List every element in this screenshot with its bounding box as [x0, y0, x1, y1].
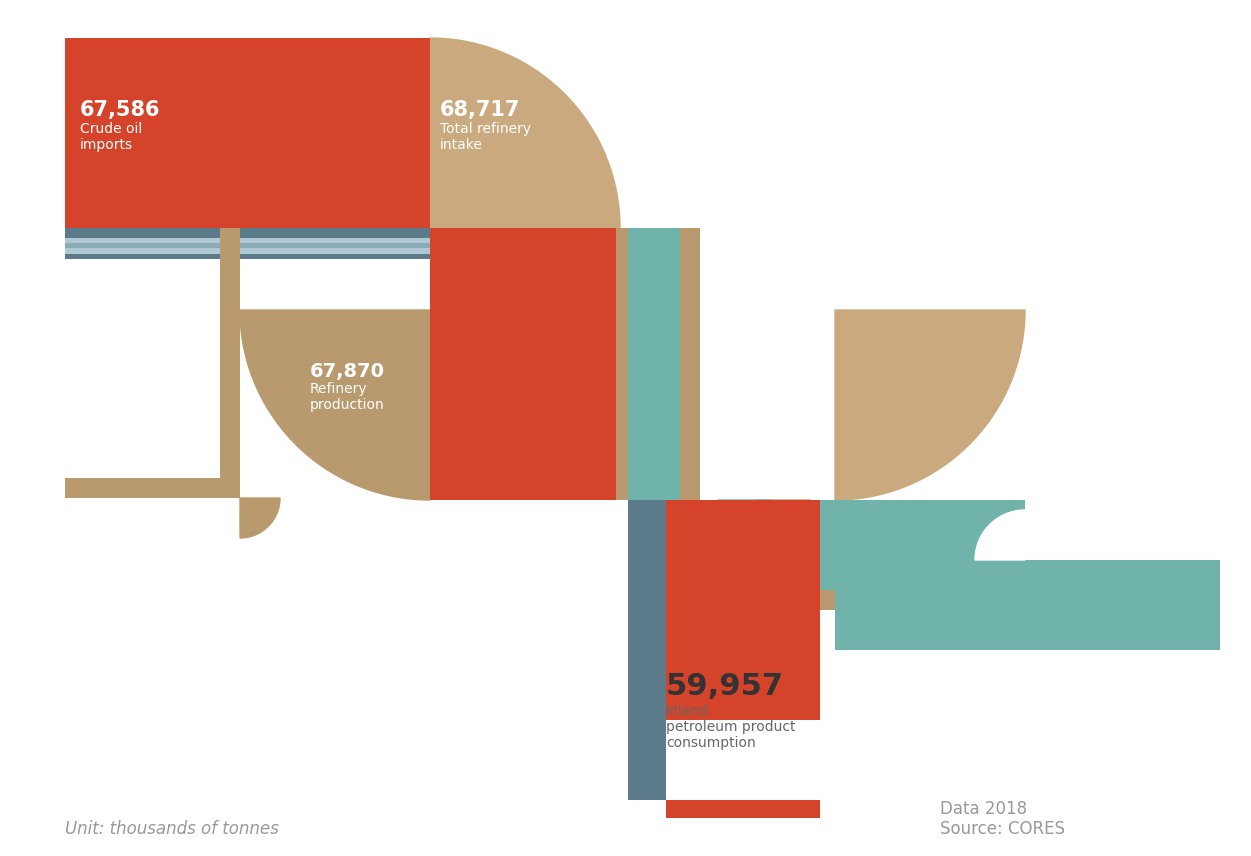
Bar: [681, 228, 701, 500]
Bar: [666, 500, 819, 720]
Polygon shape: [701, 500, 809, 610]
Text: Crude oil
imports: Crude oil imports: [80, 122, 143, 152]
Text: 67,586: 67,586: [80, 100, 160, 120]
Polygon shape: [240, 310, 430, 500]
Bar: [771, 500, 834, 590]
Polygon shape: [975, 510, 1025, 560]
Text: Total refinery
intake: Total refinery intake: [440, 122, 532, 152]
Bar: [430, 228, 628, 500]
Bar: [666, 800, 819, 818]
Text: Refinery
production: Refinery production: [310, 382, 385, 413]
Polygon shape: [430, 38, 620, 228]
Bar: [65, 243, 430, 248]
Bar: [65, 38, 430, 228]
Text: Data 2018: Data 2018: [940, 800, 1027, 818]
Bar: [65, 478, 240, 498]
Polygon shape: [681, 500, 771, 590]
Bar: [628, 500, 666, 800]
Bar: [615, 228, 628, 500]
Text: Inland
petroleum product
consumption: Inland petroleum product consumption: [666, 704, 796, 751]
Polygon shape: [240, 498, 280, 538]
Text: Source: CORES: Source: CORES: [940, 820, 1065, 838]
Polygon shape: [834, 310, 1025, 500]
Bar: [65, 254, 430, 259]
Text: 68,717: 68,717: [440, 100, 520, 120]
Bar: [65, 228, 430, 238]
Bar: [809, 500, 834, 610]
Bar: [65, 238, 430, 243]
Bar: [1025, 560, 1220, 650]
Bar: [65, 248, 430, 254]
Bar: [220, 228, 240, 498]
Text: Unit: thousands of tonnes: Unit: thousands of tonnes: [65, 820, 279, 838]
Text: 59,957: 59,957: [666, 672, 784, 701]
Text: 67,870: 67,870: [310, 362, 385, 381]
Bar: [834, 500, 1025, 650]
Bar: [628, 228, 681, 500]
